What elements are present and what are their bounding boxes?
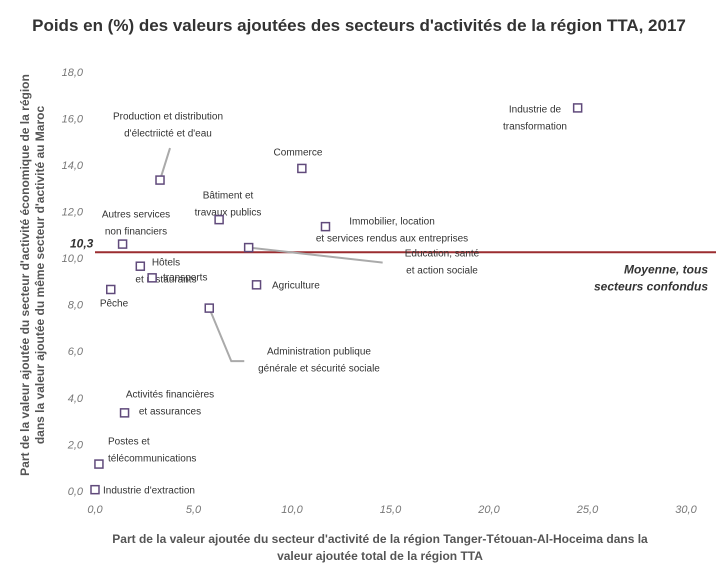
point-label: Hôtels <box>152 258 180 269</box>
point-label: Production et distribution <box>113 112 223 123</box>
chart-title: Poids en (%) des valeurs ajoutées des se… <box>32 16 686 35</box>
point-label: Agriculture <box>272 281 320 292</box>
x-tick-label: 5,0 <box>186 504 202 516</box>
point <box>106 284 116 295</box>
point <box>297 163 307 174</box>
y-tick-label: 16,0 <box>62 113 84 125</box>
point-label: générale et sécurité sociale <box>258 364 380 375</box>
leader-line <box>159 147 171 181</box>
point-label: d'électriicté et d'eau <box>124 129 212 140</box>
point-label: travaux publics <box>195 208 262 219</box>
point-label: Industrie d'extraction <box>103 486 195 497</box>
point-label: télécommunications <box>108 454 196 465</box>
x-axis-label: Part de la valeur ajoutée du secteur d'a… <box>112 532 648 563</box>
y-tick-label: 6,0 <box>68 346 84 358</box>
point-label: Pêche <box>100 299 129 310</box>
x-tick-label: 25,0 <box>576 504 599 516</box>
point-label: Postes et <box>108 437 150 448</box>
leader-line <box>208 307 245 363</box>
point <box>117 239 128 249</box>
point <box>119 408 130 418</box>
x-tick-label: 15,0 <box>380 504 402 516</box>
point <box>243 242 254 253</box>
point-label: et action sociale <box>406 266 478 277</box>
y-tick-label: 18,0 <box>62 67 84 79</box>
point <box>251 280 262 290</box>
point-label: Administration publique <box>267 347 371 358</box>
x-tick-label: 20,0 <box>477 504 500 516</box>
point <box>147 273 157 283</box>
y-tick-label: 4,0 <box>68 393 84 405</box>
point <box>214 214 224 225</box>
point <box>572 103 583 113</box>
y-tick-label: 8,0 <box>68 300 84 312</box>
point-label: et restaurants <box>135 275 196 286</box>
point-label: non financiers <box>105 227 167 238</box>
point-label: Immobilier, location <box>349 217 435 228</box>
x-tick-label: 10,0 <box>281 504 303 516</box>
x-tick-label: 0,0 <box>87 504 103 516</box>
point <box>90 484 100 495</box>
leader-line <box>248 246 383 264</box>
mean-value-label: 10,3 <box>70 236 94 250</box>
point-label: Commerce <box>274 148 323 159</box>
point-label: et services rendus aux entreprises <box>316 234 468 245</box>
y-tick-label: 0,0 <box>68 486 84 498</box>
point-label: transports <box>163 273 207 284</box>
point <box>94 459 104 469</box>
point-label: Industrie de <box>509 105 562 116</box>
mean-label: Moyenne, tous <box>624 262 708 276</box>
y-tick-label: 10,0 <box>62 253 84 265</box>
point-label: Autres services <box>102 210 170 221</box>
point-label: Bâtiment et <box>203 191 254 202</box>
point <box>155 175 165 185</box>
x-tick-label: 30,0 <box>675 504 697 516</box>
y-tick-label: 12,0 <box>62 207 84 219</box>
point-label: et assurances <box>139 407 201 418</box>
y-tick-label: 14,0 <box>62 160 84 172</box>
y-axis-label: Part de la valeur ajoutée du secteur d'a… <box>18 74 47 476</box>
point-label: Education, santé <box>405 249 480 260</box>
point-label: transformation <box>503 122 567 133</box>
point <box>320 221 331 232</box>
point <box>135 261 146 271</box>
y-tick-label: 2,0 <box>67 439 84 451</box>
mean-label: secteurs confondus <box>594 279 708 293</box>
point <box>204 303 215 313</box>
point-label: Activités financières <box>126 390 214 401</box>
